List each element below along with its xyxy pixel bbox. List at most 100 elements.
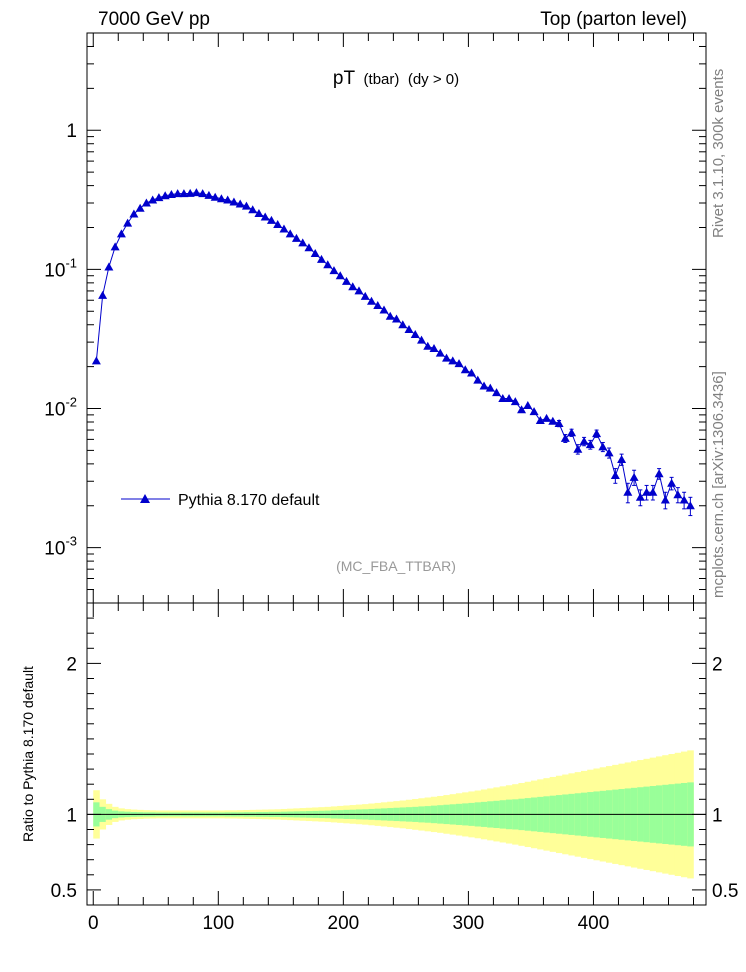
data-point — [166, 190, 176, 199]
data-point — [448, 356, 458, 365]
data-point — [285, 229, 295, 238]
data-point — [585, 440, 595, 449]
data-point — [560, 433, 570, 442]
data-point — [617, 455, 627, 464]
y-tick-label: 10-2 — [44, 395, 77, 421]
data-point — [360, 291, 370, 300]
data-point — [198, 189, 208, 198]
data-point — [204, 190, 214, 199]
data-point — [492, 388, 502, 397]
y-tick-label: 1 — [66, 121, 77, 142]
data-point — [460, 365, 470, 374]
main-ticks — [87, 32, 706, 604]
data-point — [354, 286, 364, 295]
side-url-label: mcplots.cern.ch [arXiv:1306.3436] — [710, 371, 727, 598]
data-point — [485, 383, 495, 392]
data-point — [373, 300, 383, 309]
data-point — [173, 189, 183, 198]
data-point — [579, 436, 589, 445]
header-right: Top (parton level) — [540, 9, 687, 30]
plot-title-paren: (tbar) — [364, 71, 400, 88]
ratio-panel: 0.5 0.5 1 1 2 2 0 100 200 300 400 Ratio to Pythia… — [20, 602, 738, 934]
main-y-tick-labels: 10-3 10-2 10-1 1 — [44, 121, 77, 559]
data-point — [185, 188, 195, 197]
data-point — [517, 405, 527, 414]
data-point — [529, 407, 539, 416]
data-point — [335, 271, 345, 280]
ratio-ylabel: Ratio to Pythia 8.170 default — [20, 666, 36, 842]
data-point — [473, 375, 483, 384]
data-point — [241, 201, 251, 210]
data-point — [398, 320, 408, 329]
data-point — [660, 495, 670, 504]
data-point — [642, 487, 652, 496]
data-point — [548, 416, 558, 425]
legend: Pythia 8.170 default — [121, 492, 320, 509]
data-point — [573, 444, 583, 453]
data-point — [554, 419, 564, 428]
data-point — [210, 192, 220, 201]
header-left: 7000 GeV pp — [98, 9, 210, 30]
x-tick-label: 200 — [328, 913, 360, 934]
data-point — [435, 348, 445, 357]
x-tick-label: 100 — [202, 913, 234, 934]
data-point — [629, 472, 639, 481]
data-point — [423, 341, 433, 350]
data-point — [648, 487, 658, 496]
data-point — [679, 495, 689, 504]
data-point — [279, 224, 289, 233]
y-tick-label: 10-1 — [44, 255, 77, 281]
data-point — [135, 203, 145, 212]
data-point — [467, 368, 477, 377]
data-point — [623, 487, 633, 496]
data-point — [229, 197, 239, 206]
data-point — [91, 356, 101, 365]
side-rivet-label: Rivet 3.1.10, 300k events — [710, 69, 727, 238]
ratio-y-tick-label-right: 0.5 — [712, 881, 738, 902]
data-point — [304, 243, 314, 252]
x-tick-label: 300 — [453, 913, 485, 934]
data-point — [604, 448, 614, 457]
data-point — [635, 492, 645, 501]
data-point — [523, 401, 533, 410]
data-point — [610, 470, 620, 479]
data-point — [310, 249, 320, 258]
data-point — [429, 343, 439, 352]
data-point — [667, 478, 677, 487]
data-point — [542, 413, 552, 422]
data-point — [498, 394, 508, 403]
data-point — [366, 296, 376, 305]
data-point — [123, 218, 133, 227]
data-point — [535, 415, 545, 424]
data-point — [104, 262, 114, 271]
data-point — [179, 189, 189, 198]
data-point — [410, 330, 420, 339]
plot-title: pT (tbar) (dy > 0) — [333, 68, 459, 89]
data-point — [454, 359, 464, 368]
data-point — [116, 229, 126, 238]
data-point — [510, 397, 520, 406]
ratio-y-tick-label: 0.5 — [51, 881, 77, 902]
x-tick-labels: 0 100 200 300 400 — [88, 913, 609, 934]
analysis-tag: (MC_FBA_TTBAR) — [336, 558, 456, 574]
data-point — [567, 428, 577, 437]
main-panel: 10-3 10-2 10-1 1 pT (tbar) (dy > 0) (MC_FBA… — [44, 32, 707, 604]
ratio-y-tick-label-right: 1 — [712, 805, 723, 826]
data-point — [223, 195, 233, 204]
data-point — [254, 209, 264, 218]
data-point — [141, 198, 151, 207]
plot-title-cut: (dy > 0) — [408, 71, 459, 88]
data-point — [98, 290, 108, 299]
data-point — [291, 233, 301, 242]
ratio-y-tick-label: 2 — [66, 654, 77, 675]
data-point — [654, 469, 664, 478]
data-point — [235, 199, 245, 208]
data-point — [323, 260, 333, 269]
data-point — [316, 254, 326, 263]
data-point — [673, 490, 683, 499]
data-point — [260, 212, 270, 221]
plot-title-main: pT — [333, 68, 356, 89]
data-point — [379, 305, 389, 314]
ratio-y-tick-label-right: 2 — [712, 654, 723, 675]
